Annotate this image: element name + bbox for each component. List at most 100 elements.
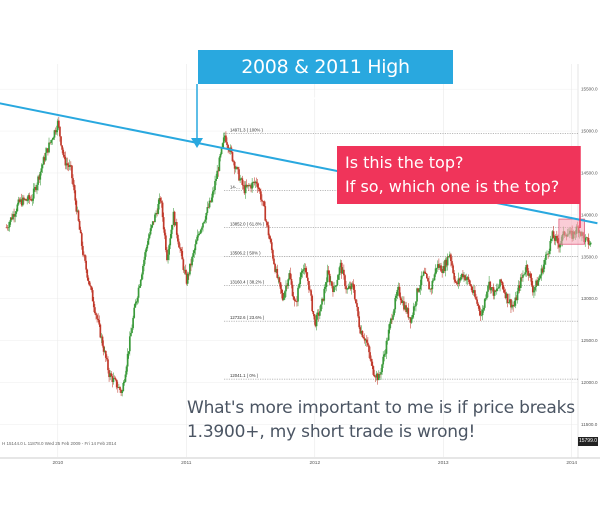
candle-body: [464, 275, 466, 281]
candle-body: [301, 270, 304, 273]
candle-body: [322, 298, 324, 301]
candle-body: [52, 137, 55, 140]
candle-body: [411, 314, 414, 318]
candle-body: [97, 318, 100, 321]
candle-body: [89, 285, 92, 287]
candle-body: [406, 308, 409, 313]
candle-body: [487, 285, 489, 292]
candle-body: [336, 279, 339, 286]
candle-body: [27, 195, 30, 201]
candle-body: [395, 295, 398, 298]
candle-body: [103, 350, 106, 352]
candle-body: [266, 222, 269, 226]
candle-body: [189, 263, 191, 275]
candle-body: [146, 244, 149, 249]
candle-body: [387, 329, 390, 341]
candle-body: [102, 345, 105, 352]
candle-body: [536, 280, 539, 286]
candle-body: [297, 287, 299, 302]
candle-body: [286, 285, 288, 287]
candle-body: [459, 277, 462, 281]
candle-body: [586, 237, 589, 239]
candle-body: [551, 231, 554, 239]
candle-body: [412, 306, 415, 315]
candle-body: [279, 282, 282, 289]
fib-level-label: 13506.2 ( 50% ): [230, 250, 261, 255]
candle-body: [448, 254, 451, 257]
candle-body: [346, 288, 349, 290]
candle-body: [293, 299, 296, 301]
candle-body: [434, 268, 437, 275]
candle-body: [504, 292, 507, 299]
candle-body: [521, 277, 523, 278]
candle-body: [28, 195, 31, 200]
candle-body: [310, 290, 312, 296]
candle-body: [518, 285, 521, 288]
candle-body: [507, 302, 510, 304]
candle-body: [154, 214, 156, 223]
candle-body: [252, 182, 255, 183]
candle-body: [23, 197, 25, 200]
candle-body: [344, 275, 346, 287]
candle-body: [421, 275, 424, 277]
question-line-2: If so, which one is the top?: [345, 177, 560, 196]
candle-body: [196, 235, 199, 241]
candle-body: [435, 267, 438, 269]
candle-body: [240, 178, 243, 179]
candle-body: [98, 320, 101, 325]
candle-body: [481, 309, 484, 316]
candle-body: [107, 359, 109, 371]
candle-body: [505, 293, 508, 299]
candle-body: [29, 199, 32, 200]
candle-body: [381, 364, 383, 373]
candle-body: [394, 297, 397, 310]
candle-body: [398, 286, 401, 297]
candle-body: [540, 268, 543, 276]
candle-body: [253, 182, 256, 184]
candle-body: [407, 308, 410, 318]
candle-body: [319, 311, 321, 316]
candle-body: [40, 168, 43, 173]
candle-body: [414, 306, 416, 307]
candle-body: [258, 189, 261, 192]
x-tick-label: 2014: [566, 460, 577, 466]
candle-body: [75, 200, 78, 212]
candle-body: [371, 361, 374, 367]
candle-body: [17, 199, 20, 205]
candle-body: [156, 213, 158, 214]
candle-body: [137, 287, 140, 298]
y-tick-label: 14500.0: [581, 170, 598, 175]
candle-body: [312, 311, 315, 315]
candle-body: [274, 264, 276, 272]
candle-body: [379, 374, 381, 375]
candle-body: [207, 207, 210, 208]
candle-body: [453, 272, 456, 280]
candle-body: [553, 237, 556, 241]
candle-body: [7, 227, 10, 228]
candle-body: [339, 262, 342, 268]
candle-body: [321, 298, 323, 305]
candle-body: [539, 275, 542, 279]
candle-body: [314, 319, 317, 327]
candle-body: [419, 285, 422, 290]
candle-body: [126, 353, 129, 367]
candle-body: [63, 154, 66, 157]
candle-body: [299, 277, 302, 285]
candle-body: [463, 275, 465, 278]
candle-body: [549, 240, 552, 251]
candle-body: [281, 293, 284, 300]
candle-body: [208, 200, 211, 208]
candle-body: [347, 287, 350, 289]
candle-body: [440, 265, 442, 272]
candle-body: [79, 229, 82, 234]
candle-body: [368, 345, 370, 353]
candle-body: [316, 312, 319, 315]
note-line-1: What's more important to me is if price …: [187, 398, 575, 418]
candle-body: [119, 387, 121, 391]
candle-body: [111, 376, 114, 382]
candle-body: [353, 289, 356, 300]
candle-body: [369, 352, 371, 359]
candle-body: [441, 271, 444, 274]
candle-body: [514, 297, 517, 306]
